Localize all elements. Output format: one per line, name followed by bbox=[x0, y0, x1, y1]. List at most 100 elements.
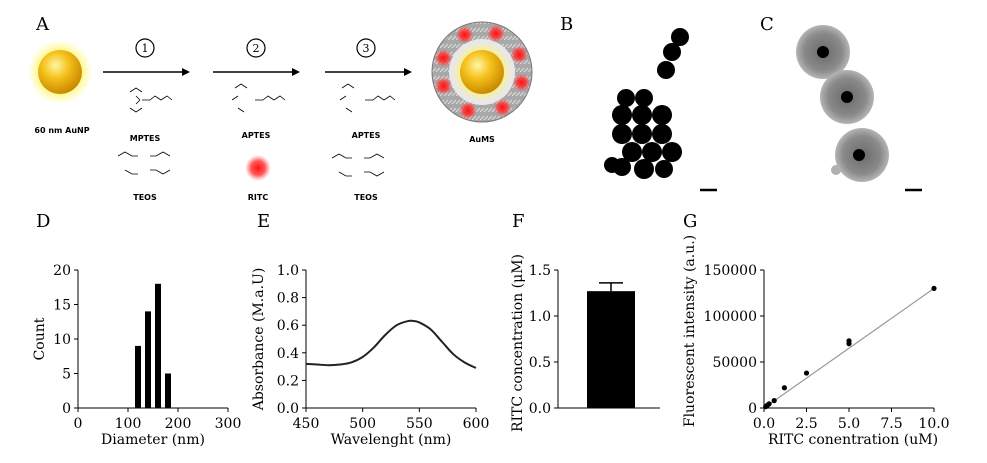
tem-particle bbox=[655, 160, 673, 178]
tem-particle bbox=[652, 124, 672, 144]
d-bar bbox=[135, 345, 141, 408]
teos-label-1: TEOS bbox=[133, 193, 157, 202]
g-data-point bbox=[781, 385, 788, 391]
tem-particle bbox=[652, 105, 672, 125]
e-y-axis-title: Absorbance (M.a.U) bbox=[251, 268, 267, 412]
mptes-structure bbox=[129, 87, 173, 113]
ritc-dye-icon bbox=[245, 155, 271, 181]
tem-particle bbox=[617, 89, 635, 107]
e-x-tick-label: 500 bbox=[349, 416, 376, 432]
ritc-dye-spot bbox=[458, 101, 477, 120]
g-data-point bbox=[931, 285, 937, 291]
tem-particle bbox=[671, 28, 689, 46]
ritc-dye-spot bbox=[434, 77, 453, 96]
step-3-number: 3 bbox=[363, 42, 370, 55]
aptes-label-1: APTES bbox=[242, 131, 271, 140]
d-y-tick-label: 5 bbox=[62, 367, 71, 383]
e-y-tick-label: 0.0 bbox=[277, 401, 299, 417]
g-y-tick-label: 100000 bbox=[704, 309, 757, 325]
g-data-point bbox=[803, 370, 810, 376]
e-y-tick-label: 0.2 bbox=[277, 373, 299, 389]
tem-particle bbox=[662, 142, 682, 162]
d-y-tick-label: 15 bbox=[53, 298, 71, 314]
ritc-dye-spot bbox=[455, 25, 474, 44]
d-y-axis-title: Count bbox=[32, 317, 48, 360]
tem-particle bbox=[622, 142, 642, 162]
aptes-label-2: APTES bbox=[352, 131, 381, 140]
tem-image-core-shell bbox=[796, 25, 889, 182]
step-2-arrow bbox=[213, 68, 300, 76]
e-y-tick-label: 0.6 bbox=[277, 318, 299, 334]
ritc-dye-spot bbox=[510, 45, 529, 64]
g-x-axis-title: RITC conentration (uM) bbox=[768, 432, 938, 448]
d-x-tick-label: 200 bbox=[165, 416, 192, 432]
f-bar bbox=[587, 291, 635, 408]
f-y-tick-label: 1.5 bbox=[529, 263, 551, 279]
step-2-number: 2 bbox=[253, 42, 260, 55]
g-x-tick-label: 10.0 bbox=[918, 416, 949, 432]
step-1-arrow bbox=[103, 68, 190, 76]
teos-structure-1 bbox=[117, 151, 171, 175]
g-y-tick-label: 150000 bbox=[704, 263, 757, 279]
tem-particle bbox=[604, 157, 620, 173]
ritc-dye-spot bbox=[487, 24, 506, 43]
f-y-tick-label: 0.5 bbox=[529, 355, 551, 371]
ritc-dye-spot bbox=[512, 73, 531, 92]
tem-particle bbox=[632, 124, 652, 144]
gold-nanoparticle bbox=[28, 40, 92, 104]
d-bar bbox=[155, 283, 161, 408]
e-y-tick-label: 1.0 bbox=[277, 263, 299, 279]
f-y-axis-title: RITC concentration (μM) bbox=[510, 254, 526, 432]
tem-particle bbox=[612, 124, 632, 144]
g-data-point bbox=[771, 398, 777, 404]
ritc-dye-spot bbox=[434, 48, 453, 67]
g-x-tick-label: 2.5 bbox=[795, 416, 817, 432]
g-y-tick-label: 50000 bbox=[712, 355, 757, 371]
panel-label-a: A bbox=[35, 14, 50, 35]
panel-label-d: D bbox=[36, 211, 50, 232]
teos-label-2: TEOS bbox=[354, 193, 378, 202]
tem-particle bbox=[635, 89, 653, 107]
step-2-badge bbox=[246, 38, 266, 58]
g-x-tick-label: 7.5 bbox=[880, 416, 902, 432]
aums-particle bbox=[431, 21, 533, 123]
d-y-tick-label: 0 bbox=[62, 401, 71, 417]
step-1-number: 1 bbox=[142, 42, 149, 55]
aptes-structure-2 bbox=[339, 83, 396, 113]
aunp-label: 60 nm AuNP bbox=[34, 126, 89, 135]
g-x-tick-label: 0.0 bbox=[753, 416, 775, 432]
d-x-tick-label: 300 bbox=[215, 416, 242, 432]
e-x-tick-label: 600 bbox=[463, 416, 490, 432]
f-y-tick-label: 0.0 bbox=[529, 401, 551, 417]
ritc-label: RITC bbox=[248, 193, 269, 202]
panel-label-c: C bbox=[760, 14, 774, 35]
d-bar bbox=[165, 373, 171, 408]
d-x-tick-label: 0 bbox=[74, 416, 83, 432]
aums-label: AuMS bbox=[469, 135, 495, 144]
g-y-axis-title: Fluorescent intensity (a.u.) bbox=[682, 235, 698, 427]
tem-particle bbox=[642, 142, 662, 162]
f-y-tick-label: 1.0 bbox=[529, 309, 551, 325]
e-x-tick-label: 450 bbox=[293, 416, 320, 432]
tem-particle bbox=[663, 43, 681, 61]
e-y-tick-label: 0.4 bbox=[277, 346, 299, 362]
aptes-structure-1 bbox=[231, 83, 286, 113]
g-y-tick-label: 0 bbox=[748, 401, 757, 417]
absorbance-spectrum: 0.0 0.2 0.4 0.6 0.8 1.0 450 500 550 600 Wavelenght… bbox=[251, 263, 489, 448]
g-x-tick-label: 5.0 bbox=[838, 416, 860, 432]
d-y-tick-label: 20 bbox=[53, 263, 71, 279]
panel-label-f: F bbox=[512, 211, 525, 232]
panel-label-b: B bbox=[560, 14, 573, 35]
mptes-label: MPTES bbox=[130, 134, 161, 143]
d-y-tick-label: 10 bbox=[53, 332, 71, 348]
d-x-axis-title: Diameter (nm) bbox=[101, 432, 205, 448]
e-x-tick-label: 550 bbox=[406, 416, 433, 432]
e-y-tick-label: 0.8 bbox=[277, 291, 299, 307]
teos-structure-2 bbox=[331, 153, 385, 177]
panel-label-e: E bbox=[257, 211, 270, 232]
panel-label-g: G bbox=[683, 211, 697, 232]
